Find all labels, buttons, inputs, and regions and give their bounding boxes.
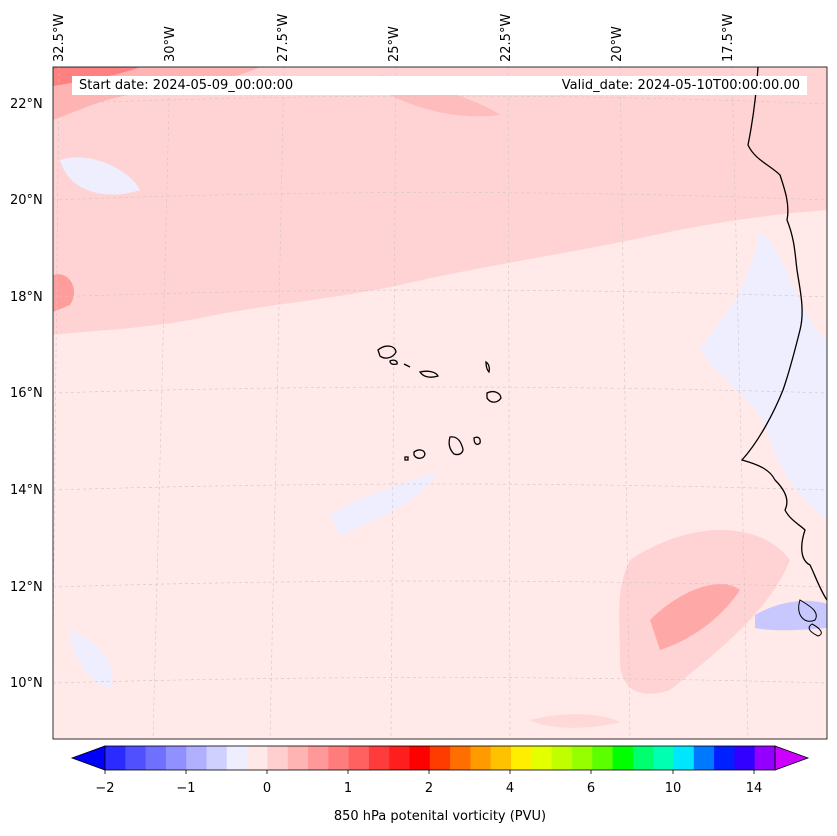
colorbar-cell [592,746,614,770]
colorbar-cell [714,746,735,770]
lon-label-17-5w: 17.5°W [721,13,736,62]
colorbar-tick-label: 6 [586,781,596,796]
pv-patch-south [530,714,620,728]
colorbar-cell [145,746,167,770]
colorbar-cell [673,746,695,770]
colorbar-tick-label: −2 [95,781,115,796]
pv-negative-coast [700,230,827,520]
colorbar-cell [612,746,634,770]
colorbar-cell [734,746,756,770]
colorbar-cell [247,746,268,770]
colorbar-cell [450,746,471,770]
lat-label-16n: 16°N [10,386,43,401]
colorbar-cell [206,746,228,770]
colorbar-cell [409,746,431,770]
date-info-box: Start date: 2024-05-09_00:00:00 Valid_da… [72,76,807,95]
colorbar-tick-label: 2 [424,781,434,796]
colorbar-cell [632,746,654,770]
lat-label-12n: 12°N [10,580,43,595]
colorbar-cells [105,746,776,770]
lat-label-22n: 22°N [10,97,43,112]
pv-negative-southeast [755,600,827,631]
colorbar-cell [429,746,451,770]
colorbar-cell [348,746,370,770]
colorbar [70,745,810,774]
map-panel [53,67,827,739]
lon-label-27-5w: 27.5°W [276,13,291,62]
coastline-island-small [808,623,822,637]
pv-core-southeast [650,584,740,650]
pv-band-north [53,67,827,335]
lat-label-14n: 14°N [10,483,43,498]
colorbar-cell [511,746,532,770]
colorbar-tick-label: 0 [262,781,272,796]
map-frame [52,66,828,740]
pv-negative-southwest [70,630,113,690]
lon-label-32-5w: 32.5°W [52,13,67,62]
colorbar-cell [226,746,248,770]
colorbar-cell [551,746,573,770]
colorbar-frame [104,745,776,771]
lon-label-22-5w: 22.5°W [499,13,514,62]
colorbar-cell [165,746,187,770]
lat-label-20n: 20°N [10,193,43,208]
lon-label-30w: 30°W [163,26,178,62]
colorbar-cell [389,746,411,770]
pv-patch-west [53,274,74,312]
colorbar-ticks [104,770,755,774]
lon-label-20w: 20°W [610,26,625,62]
colorbar-cell [470,746,492,770]
pv-negative-north [60,157,140,195]
colorbar-cell [125,746,147,770]
lon-label-25w: 25°W [387,26,402,62]
colorbar-cell [531,746,553,770]
colorbar-cell [571,746,593,770]
colorbar-title: 850 hPa potenital vorticity (PVU) [333,809,547,824]
colorbar-cell [368,746,390,770]
colorbar-cell [754,746,776,770]
valid-date-label: Valid_date: 2024-05-10T00:00:00.00 [561,78,800,93]
cape-verde-islands [377,345,502,461]
colorbar-cell [490,746,512,770]
colorbar-cell [105,746,126,770]
coastline-islands-south [798,599,817,622]
colorbar-tick-label: 14 [745,781,763,796]
colorbar-cell [653,746,674,770]
lat-label-18n: 18°N [10,290,43,305]
colorbar-cell [186,746,208,770]
colorbar-cell [287,746,309,770]
colorbar-cell [308,746,329,770]
colorbar-tick-label: 1 [343,781,353,796]
coastline [740,67,827,601]
colorbar-cell [693,746,715,770]
colorbar-tick-label: 4 [505,781,515,796]
colorbar-max-arrow [774,745,810,771]
colorbar-cell [267,746,289,770]
lat-label-10n: 10°N [10,676,43,691]
colorbar-tick-label: 10 [664,781,682,796]
colorbar-min-arrow [70,745,106,771]
pv-negative-streak [330,470,440,535]
start-date-label: Start date: 2024-05-09_00:00:00 [79,78,294,93]
colorbar-tick-label: −1 [176,781,196,796]
colorbar-cell [328,746,350,770]
